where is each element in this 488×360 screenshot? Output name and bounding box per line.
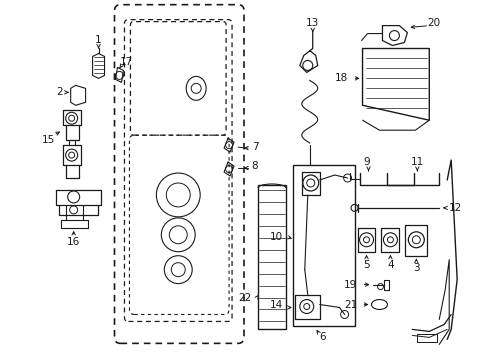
Text: 14: 14 [269, 300, 282, 310]
Text: 20: 20 [427, 18, 440, 28]
Text: 2: 2 [56, 87, 63, 97]
Text: 15: 15 [42, 135, 55, 145]
Text: 10: 10 [269, 232, 282, 242]
Text: 13: 13 [305, 18, 319, 28]
Text: 4: 4 [386, 260, 393, 270]
Bar [292, 165, 354, 327]
Text: 1: 1 [95, 35, 102, 45]
Text: 7: 7 [251, 142, 258, 152]
Text: 17: 17 [120, 58, 133, 67]
Text: 22: 22 [238, 293, 251, 302]
Text: 12: 12 [448, 203, 462, 213]
Text: 19: 19 [344, 280, 357, 289]
Text: 18: 18 [334, 73, 347, 84]
Text: 8: 8 [251, 161, 258, 171]
Bar [416, 334, 436, 342]
Text: 5: 5 [363, 260, 369, 270]
Text: 6: 6 [319, 332, 325, 342]
Text: 3: 3 [412, 263, 419, 273]
Bar [258, 185, 285, 329]
Text: 9: 9 [363, 157, 369, 167]
Text: 21: 21 [344, 300, 357, 310]
Text: 11: 11 [410, 157, 423, 167]
Text: 16: 16 [67, 237, 80, 247]
